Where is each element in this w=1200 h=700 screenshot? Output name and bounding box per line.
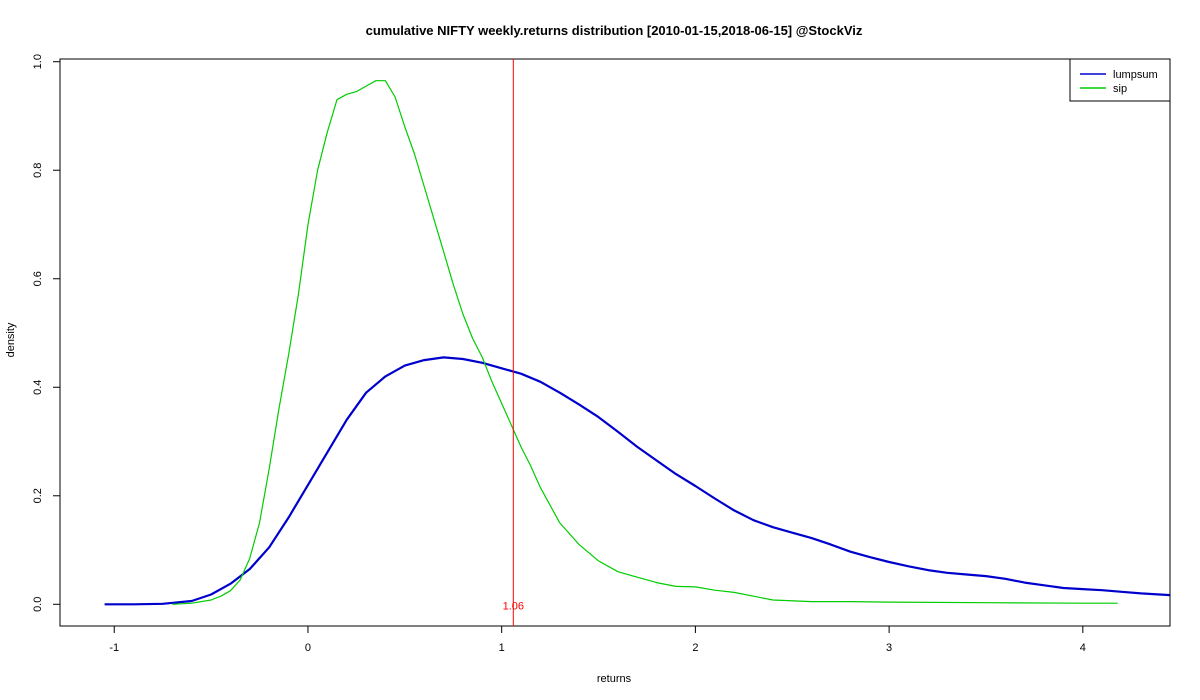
x-tick-label: 1 [499,642,505,654]
legend-label-lumpsum: lumpsum [1113,69,1158,81]
reference-line-label: 1.06 [503,600,524,612]
y-tick-label: 0.6 [32,271,44,286]
legend-box [1069,58,1171,102]
legend-label-sip: sip [1113,83,1127,95]
y-tick-label: 0.2 [32,488,44,503]
y-axis-label: density [5,322,17,357]
y-tick-label: 1.0 [32,54,44,69]
legend: lumpsum sip [1069,58,1171,102]
series-line-lumpsum [104,356,1170,606]
y-tick-label: 0.4 [32,380,44,395]
y-tick-label: 0.8 [32,163,44,178]
y-tick-label: 0.0 [32,597,44,612]
y-axis: 0.0 0.2 0.4 0.6 0.8 1.0 [32,54,61,612]
x-tick-label: 0 [305,642,311,654]
chart-title: cumulative NIFTY weekly.returns distribu… [366,23,863,38]
x-axis: -1 0 1 2 3 4 [109,625,1086,654]
x-tick-label: 3 [886,642,892,654]
x-tick-label: 4 [1080,642,1086,654]
plot-frame [59,58,1171,627]
x-axis-label: returns [597,673,632,685]
x-tick-label: 2 [692,642,698,654]
x-tick-label: -1 [109,642,119,654]
series-line-sip [172,80,1118,605]
